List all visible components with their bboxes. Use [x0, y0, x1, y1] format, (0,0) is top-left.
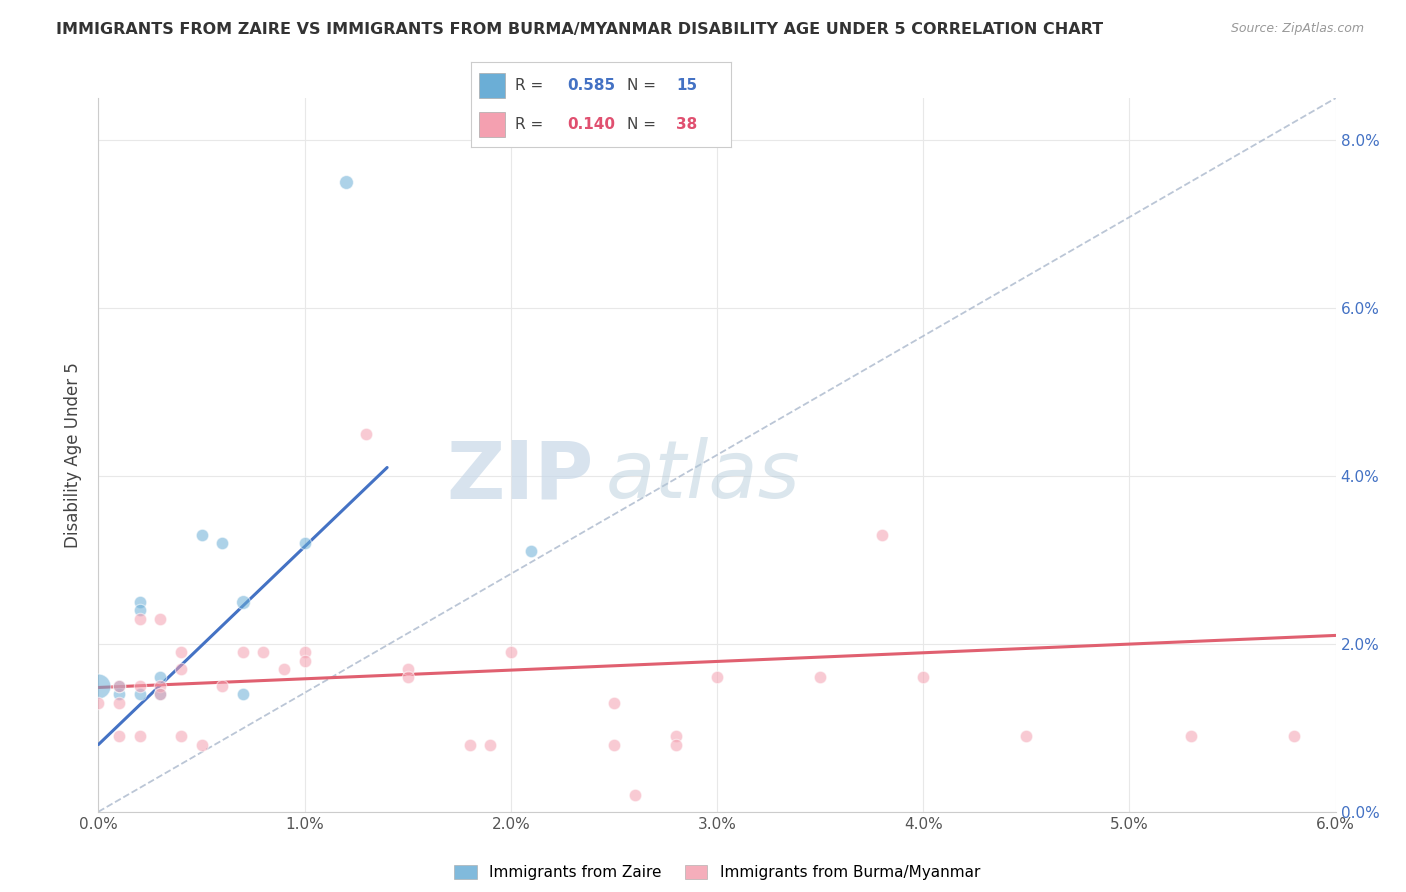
Text: 38: 38 — [676, 117, 697, 132]
Text: R =: R = — [515, 117, 548, 132]
Text: atlas: atlas — [606, 437, 800, 516]
Point — [335, 175, 357, 189]
Point — [252, 645, 274, 659]
Text: N =: N = — [627, 78, 661, 93]
Text: 0.585: 0.585 — [567, 78, 616, 93]
Point — [603, 738, 626, 752]
Point — [149, 612, 172, 626]
Point — [232, 687, 254, 701]
Point — [520, 544, 543, 558]
Text: IMMIGRANTS FROM ZAIRE VS IMMIGRANTS FROM BURMA/MYANMAR DISABILITY AGE UNDER 5 CO: IMMIGRANTS FROM ZAIRE VS IMMIGRANTS FROM… — [56, 22, 1104, 37]
Point — [665, 738, 688, 752]
Point — [108, 687, 131, 701]
Point — [128, 679, 150, 693]
Point — [211, 536, 233, 550]
Point — [665, 729, 688, 743]
Point — [1180, 729, 1202, 743]
Point — [294, 654, 316, 668]
Point — [149, 687, 172, 701]
Point — [396, 662, 419, 676]
Point — [912, 670, 935, 684]
Point — [232, 645, 254, 659]
Bar — [479, 72, 505, 98]
Point — [356, 426, 378, 441]
Point — [232, 595, 254, 609]
Point — [211, 679, 233, 693]
Point — [190, 738, 212, 752]
Point — [149, 670, 172, 684]
Text: R =: R = — [515, 78, 548, 93]
Point — [808, 670, 831, 684]
Point — [128, 603, 150, 617]
Legend: Immigrants from Zaire, Immigrants from Burma/Myanmar: Immigrants from Zaire, Immigrants from B… — [449, 858, 986, 886]
Text: ZIP: ZIP — [446, 437, 593, 516]
Bar — [479, 112, 505, 137]
Point — [1284, 729, 1306, 743]
Point — [128, 729, 150, 743]
Point — [499, 645, 522, 659]
Text: Source: ZipAtlas.com: Source: ZipAtlas.com — [1230, 22, 1364, 36]
Point — [149, 687, 172, 701]
Point — [170, 662, 193, 676]
Point — [108, 679, 131, 693]
Point — [396, 670, 419, 684]
Point — [128, 612, 150, 626]
Point — [190, 527, 212, 541]
Point — [128, 595, 150, 609]
Point — [170, 645, 193, 659]
Point — [1015, 729, 1038, 743]
Point — [108, 696, 131, 710]
Point — [273, 662, 295, 676]
Point — [458, 738, 481, 752]
Point — [128, 687, 150, 701]
Point — [294, 645, 316, 659]
Point — [294, 536, 316, 550]
Point — [149, 679, 172, 693]
Point — [479, 738, 502, 752]
Point — [108, 679, 131, 693]
Point — [706, 670, 728, 684]
Point — [603, 696, 626, 710]
Point — [870, 527, 893, 541]
Text: 15: 15 — [676, 78, 697, 93]
Point — [87, 696, 110, 710]
Point — [170, 729, 193, 743]
Point — [87, 679, 110, 693]
Point — [623, 788, 645, 802]
Y-axis label: Disability Age Under 5: Disability Age Under 5 — [65, 362, 83, 548]
Point — [108, 729, 131, 743]
Text: N =: N = — [627, 117, 661, 132]
Text: 0.140: 0.140 — [567, 117, 616, 132]
